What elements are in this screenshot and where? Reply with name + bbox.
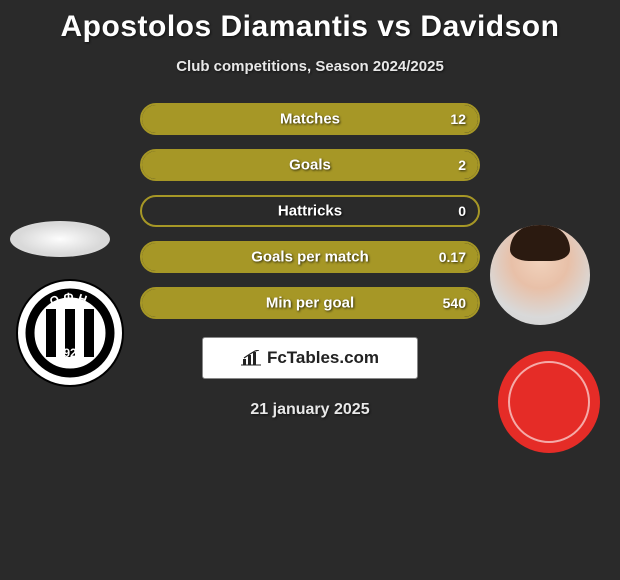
stat-label: Goals [289, 157, 331, 174]
branding-text: FcTables.com [267, 348, 379, 368]
stat-value-right: 2 [458, 157, 466, 173]
stat-value-right: 12 [450, 111, 466, 127]
page-subtitle: Club competitions, Season 2024/2025 [0, 58, 620, 75]
stat-value-right: 0.17 [439, 249, 466, 265]
club-left-year: 1925 [57, 346, 84, 360]
stat-label: Hattricks [278, 203, 342, 220]
stat-label: Min per goal [266, 295, 354, 312]
stat-rows: Matches 12 Goals 2 Hattricks 0 Goals per match… [140, 103, 480, 319]
page-title: Apostolos Diamantis vs Davidson [0, 0, 620, 44]
bar-chart-icon [241, 350, 261, 366]
club-right-badge [498, 351, 600, 453]
stat-row: Matches 12 [140, 103, 480, 135]
stat-row: Min per goal 540 [140, 287, 480, 319]
player-left-avatar-placeholder [10, 221, 110, 257]
player-right-avatar [490, 225, 590, 325]
stat-row: Hattricks 0 [140, 195, 480, 227]
club-right-inner-ring [508, 361, 590, 443]
branding-box: FcTables.com [202, 337, 418, 379]
stat-value-right: 540 [443, 295, 466, 311]
club-left-badge: Ο.Φ.Η. 1925 [16, 279, 124, 387]
stat-row: Goals per match 0.17 [140, 241, 480, 273]
stat-row: Goals 2 [140, 149, 480, 181]
stat-value-right: 0 [458, 203, 466, 219]
stat-label: Goals per match [251, 249, 369, 266]
comparison-area: Ο.Φ.Η. 1925 Matches12Goals2Hattricks0Goa… [0, 103, 620, 319]
stat-label: Matches [280, 111, 340, 128]
